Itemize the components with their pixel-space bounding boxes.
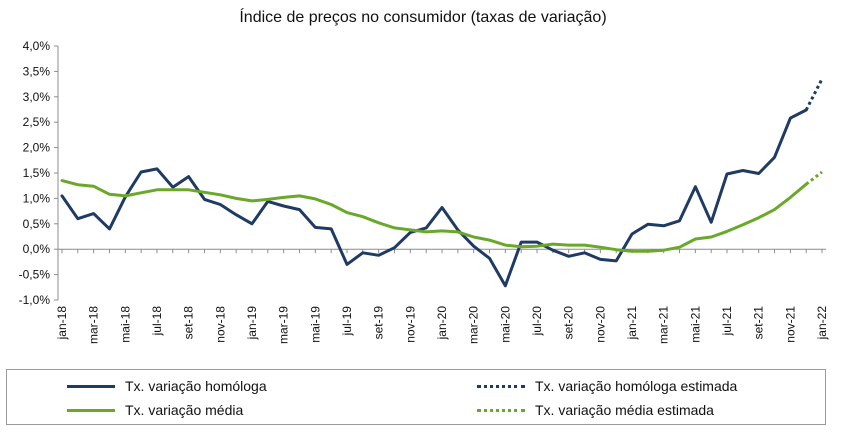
- series-line-homologa: [60, 108, 808, 288]
- x-tick-label: mar-21: [657, 306, 671, 344]
- x-tick-label: jan-21: [625, 306, 639, 341]
- x-tick-label: mar-18: [87, 306, 101, 344]
- legend-item-homologa-estimada: Tx. variação homóloga estimada: [477, 378, 737, 394]
- legend-swatch-media: [67, 408, 115, 412]
- legend-item-media-estimada: Tx. variação média estimada: [477, 402, 714, 418]
- x-tick-label: mai-19: [308, 306, 322, 343]
- legend-swatch-media-estimada: [477, 408, 525, 412]
- x-tick-label: jul-20: [530, 306, 544, 337]
- y-tick-label: 2,5%: [23, 115, 51, 129]
- x-tick-label: set-18: [182, 306, 196, 340]
- x-tick-label: set-21: [752, 306, 766, 340]
- y-tick-label: -1,0%: [19, 293, 51, 307]
- legend-label-homologa-estimada: Tx. variação homóloga estimada: [535, 378, 738, 394]
- legend: Tx. variação homóloga Tx. variação homól…: [6, 369, 826, 425]
- x-tick-label: mar-19: [277, 306, 291, 344]
- legend-swatch-homologa: [67, 384, 115, 388]
- legend-label-media: Tx. variação média: [125, 402, 244, 418]
- x-tick-label: jul-21: [720, 306, 734, 337]
- x-tick-label: nov-19: [403, 306, 417, 343]
- x-tick-label: jan-22: [815, 306, 829, 341]
- x-axis-tick-labels: jan-18 mar-18 mai-18 jul-18 set-18 nov-18 jan-…: [55, 306, 829, 344]
- legend-swatch-homologa-estimada: [477, 384, 525, 388]
- y-tick-label: 1,0%: [23, 191, 51, 205]
- y-tick-label: 3,5%: [23, 64, 51, 78]
- series-line-homologa-estimada: [804, 78, 824, 111]
- chart-title: Índice de preços no consumidor (taxas de…: [239, 7, 606, 26]
- legend-label-homologa: Tx. variação homóloga: [125, 378, 267, 394]
- y-tick-label: 4,0%: [23, 39, 51, 53]
- x-tick-label: jan-18: [55, 306, 69, 341]
- series-line-media: [60, 179, 808, 253]
- x-tick-label: set-19: [372, 306, 386, 340]
- x-tick-label: jan-20: [435, 306, 449, 341]
- x-tick-label: jul-19: [340, 306, 354, 337]
- legend-item-media: Tx. variação média: [67, 402, 243, 418]
- series-line-media-estimada: [805, 170, 823, 186]
- y-axis-tick-labels: 4,0% 3,5% 3,0% 2,5% 2,0% 1,5% 1,0% 0,5% 0,0% -0,5…: [19, 39, 51, 307]
- y-tick-label: 1,5%: [23, 166, 51, 180]
- legend-label-media-estimada: Tx. variação média estimada: [535, 402, 714, 418]
- y-tick-label: 0,5%: [23, 217, 51, 231]
- x-tick-label: jan-19: [245, 306, 259, 341]
- y-tick-label: 3,0%: [23, 90, 51, 104]
- x-tick-label: mar-20: [467, 306, 481, 344]
- x-tick-label: jul-18: [150, 306, 164, 337]
- axes: [54, 45, 826, 301]
- series-layer: [60, 78, 824, 288]
- legend-item-homologa: Tx. variação homóloga: [67, 378, 267, 394]
- x-tick-label: nov-21: [783, 306, 797, 343]
- y-tick-label: 0,0%: [23, 242, 51, 256]
- x-tick-label: mai-20: [498, 306, 512, 343]
- x-tick-label: set-20: [562, 306, 576, 340]
- y-tick-label: -0,5%: [19, 268, 51, 282]
- x-tick-label: mai-21: [688, 306, 702, 343]
- x-tick-label: nov-20: [593, 306, 607, 343]
- y-tick-label: 2,0%: [23, 141, 51, 155]
- x-tick-label: nov-18: [213, 306, 227, 343]
- x-tick-label: mai-18: [118, 306, 132, 343]
